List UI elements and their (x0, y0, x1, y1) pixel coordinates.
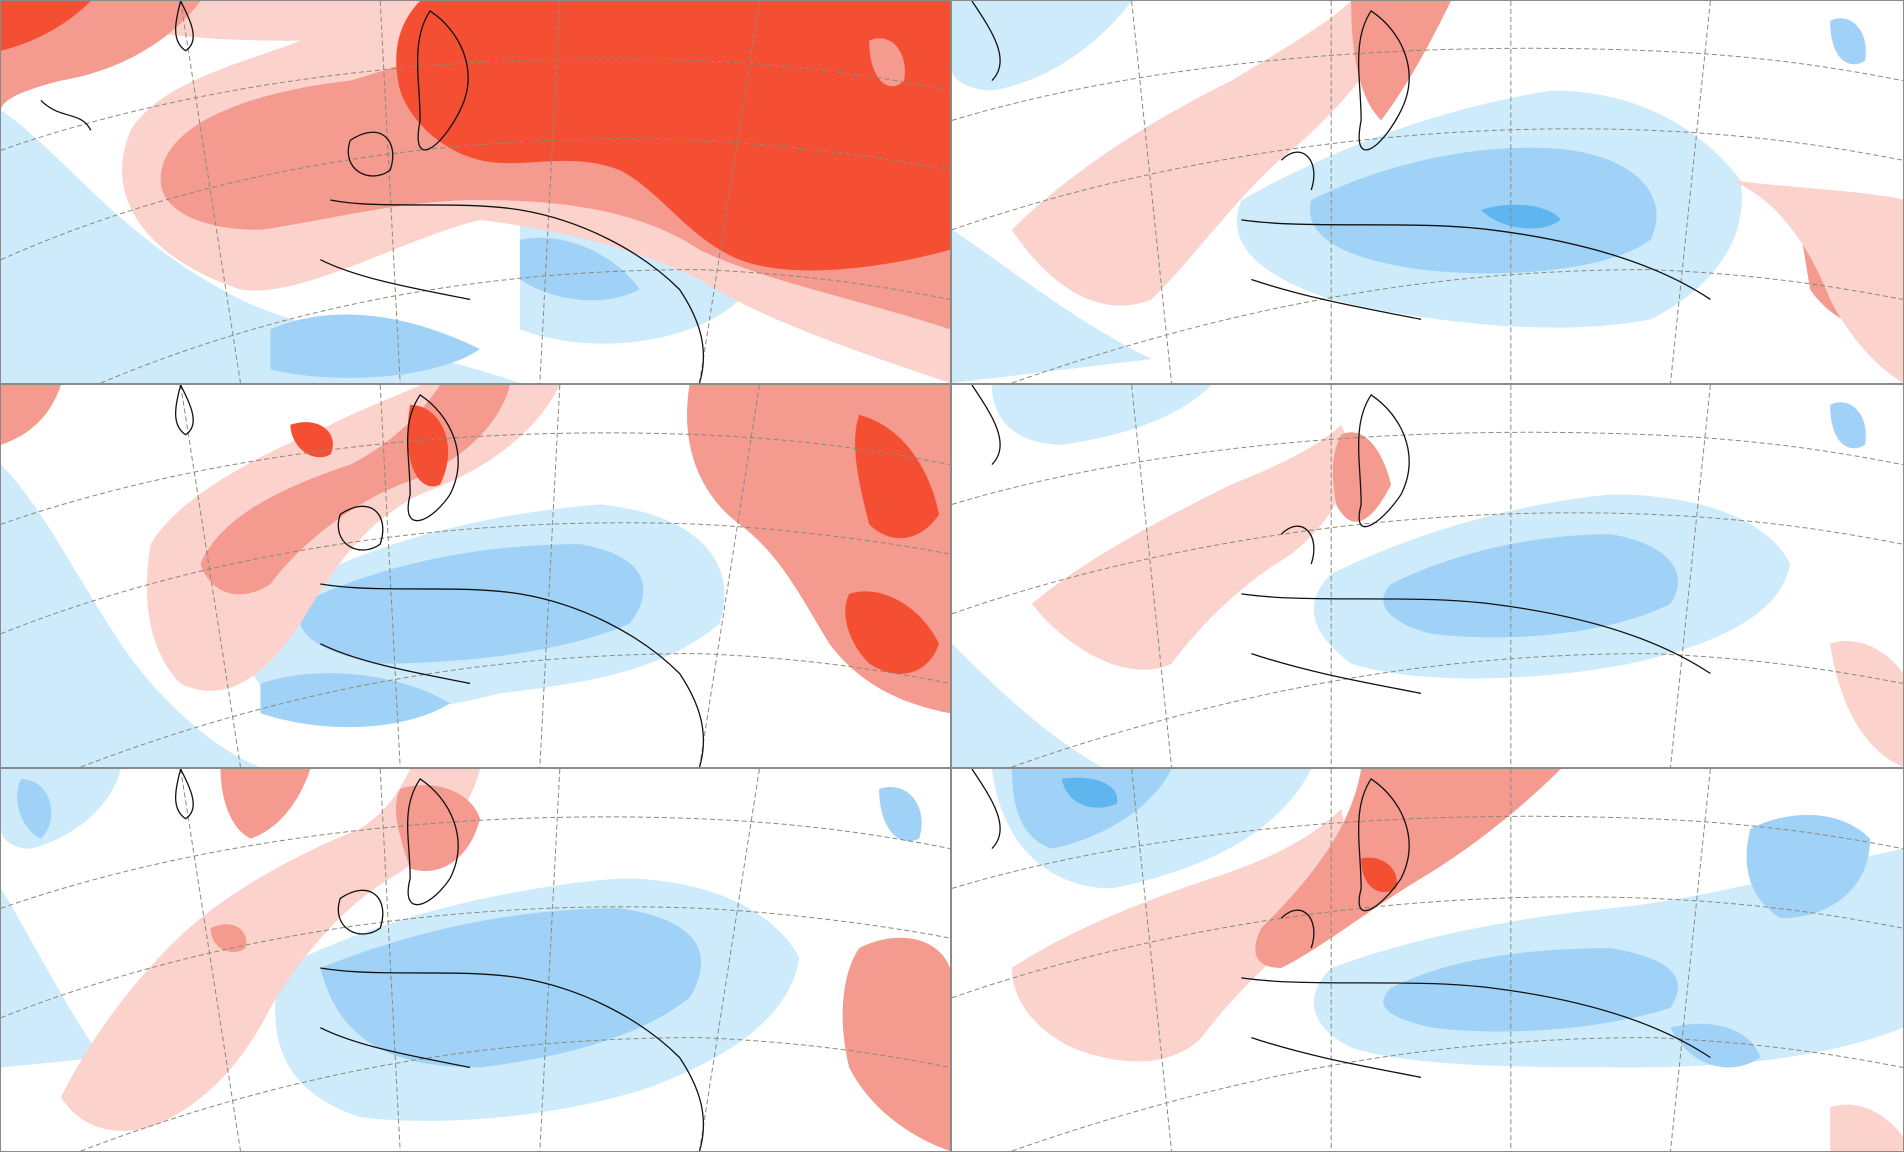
cool-anomaly-area (879, 786, 922, 842)
cool-anomaly-area (1, 464, 261, 767)
coastlines (971, 769, 1711, 1079)
map-top-left (1, 1, 950, 383)
map-top-right (952, 1, 1903, 383)
cool-anomaly-area (1670, 1023, 1761, 1068)
cool-anomaly-area (952, 643, 1102, 767)
warm-anomaly-area (210, 924, 247, 952)
cool-anomaly-area (952, 229, 1152, 383)
map-middle-right (952, 385, 1903, 767)
graticule-lines (1, 385, 950, 767)
warm-anomaly-area (396, 1, 950, 271)
cool-anomaly-area (1480, 204, 1561, 229)
cool-anomaly-area (1746, 814, 1871, 919)
cool-anomaly-area (1383, 534, 1678, 638)
graticule-lines (952, 769, 1903, 1151)
coastlines (40, 1, 705, 383)
warm-anomaly-area (1361, 857, 1397, 893)
panel-top-right (951, 0, 1904, 384)
cool-anomaly-area (1011, 769, 1172, 849)
warm-anomaly-area (1, 385, 61, 445)
warm-anomaly-area (60, 769, 480, 1131)
coastlines (174, 769, 705, 1151)
cool-anomaly-area (17, 778, 52, 839)
warm-anomaly-area (1011, 808, 1345, 1062)
warm-anomaly-area (290, 422, 333, 458)
cool-anomaly-area (298, 544, 644, 664)
warm-anomaly-area (845, 591, 940, 674)
cool-anomaly-area (1, 110, 520, 383)
cool-anomaly-area (1830, 402, 1866, 449)
panel-middle-left (0, 384, 951, 768)
warm-anomaly-area (855, 414, 940, 539)
coastlines (971, 1, 1711, 320)
graticule-lines (1, 1, 950, 383)
cool-anomaly-area (952, 1, 1132, 91)
warm-anomaly-area (1031, 424, 1349, 670)
warm-anomaly-area (146, 385, 560, 691)
warm-anomaly-area (1, 1, 91, 51)
cool-anomaly-area (519, 237, 640, 301)
graticule-lines (1, 769, 950, 1151)
cool-anomaly-area (260, 673, 451, 728)
cool-anomaly-area (1, 888, 101, 1068)
cool-anomaly-area (270, 314, 480, 378)
warm-anomaly-area (396, 785, 480, 872)
warm-anomaly-area (1332, 432, 1392, 522)
warm-anomaly-area (1351, 1, 1451, 121)
coastlines (971, 385, 1711, 695)
warm-anomaly-area (220, 769, 311, 839)
cool-anomaly-area (991, 385, 1212, 445)
warm-anomaly-area (869, 38, 905, 87)
cool-anomaly-area (320, 908, 702, 1068)
cool-anomaly-area (1830, 18, 1866, 65)
warm-anomaly-area (1730, 180, 1903, 383)
panel-middle-right (951, 384, 1904, 768)
warm-anomaly-area (407, 404, 449, 487)
map-bottom-left (1, 769, 950, 1151)
coastlines (174, 385, 705, 767)
map-bottom-right (952, 769, 1903, 1151)
panel-bottom-left (0, 768, 951, 1152)
warm-anomaly-area (1011, 1, 1412, 306)
warm-anomaly-area (1830, 640, 1903, 767)
warm-anomaly-area (1830, 1104, 1903, 1151)
warm-anomaly-area (842, 937, 950, 1151)
cool-anomaly-area (1061, 777, 1118, 808)
panel-bottom-right (951, 768, 1904, 1152)
panel-top-left (0, 0, 951, 384)
warm-anomaly-area (1255, 769, 1561, 968)
map-middle-left (1, 385, 950, 767)
